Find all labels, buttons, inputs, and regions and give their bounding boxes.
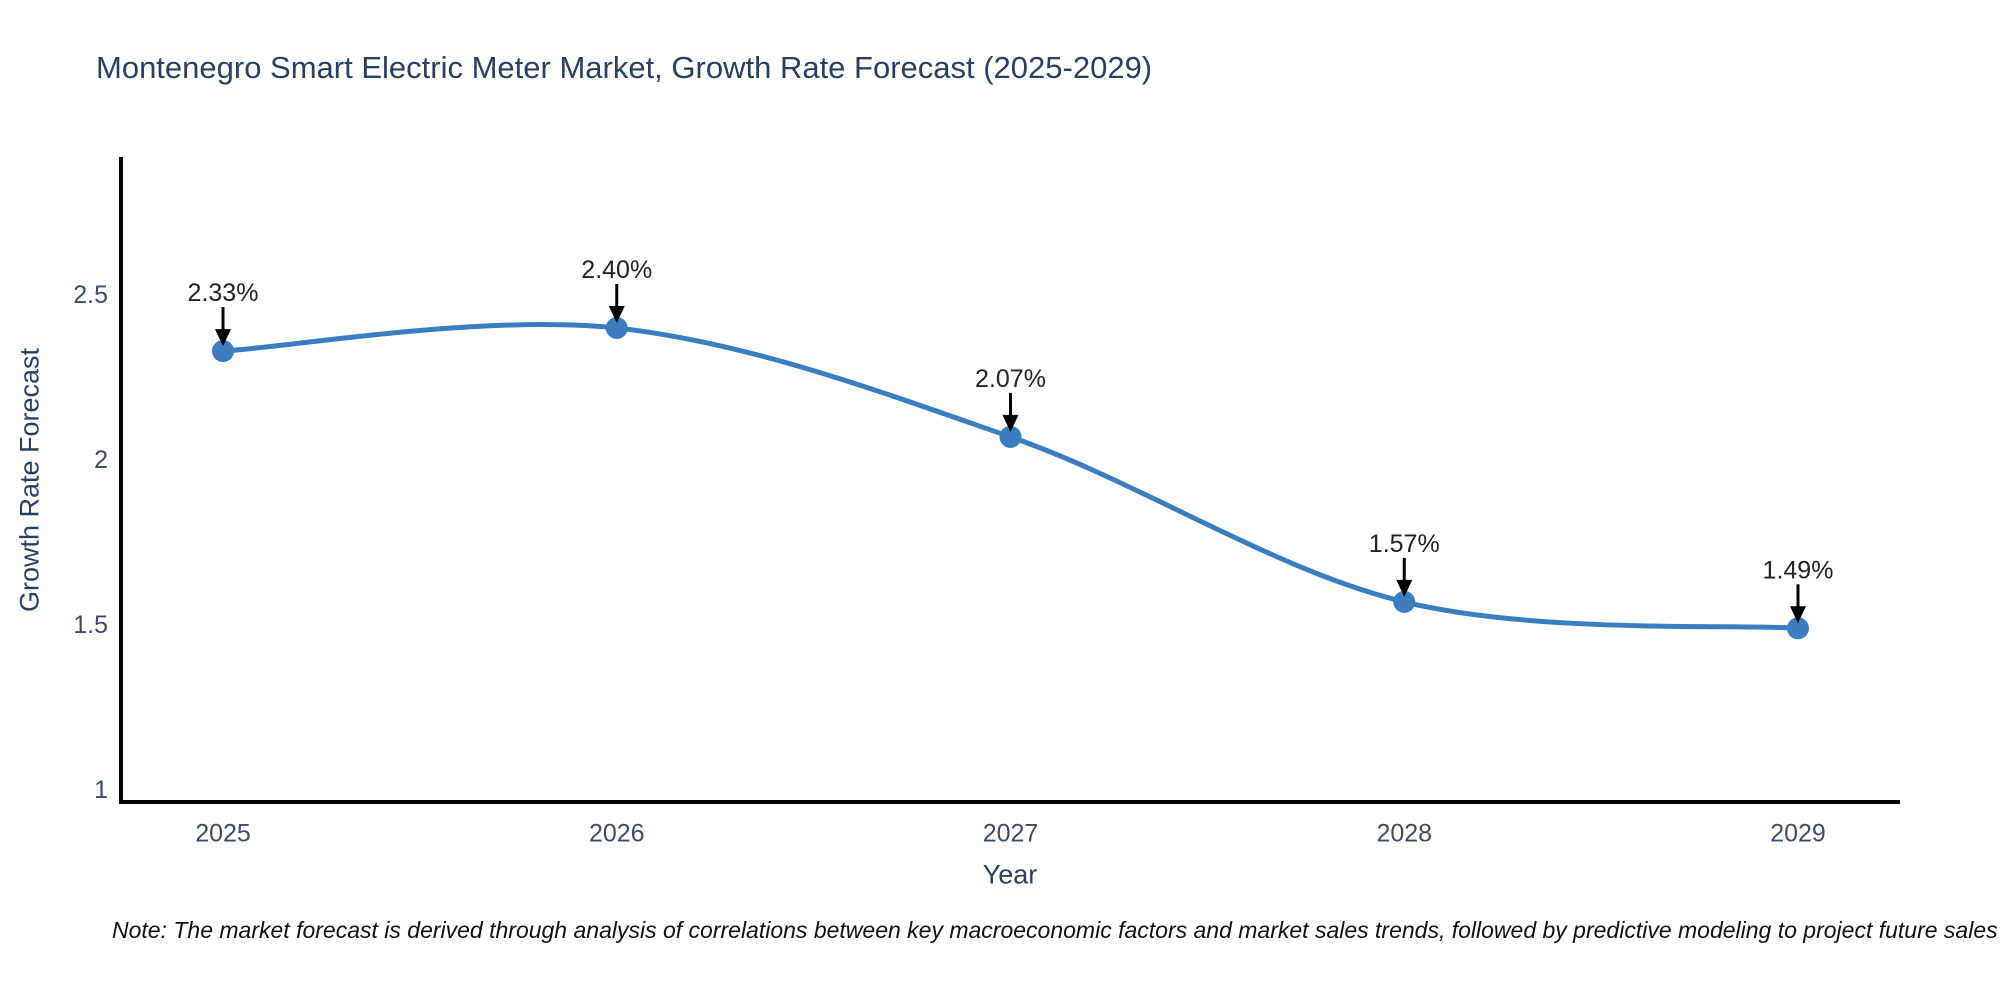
y-tick-label: 2.5: [73, 281, 108, 309]
annotation-arrowhead: [1790, 606, 1806, 624]
x-tick-label: 2029: [1770, 820, 1826, 848]
data-point-2029: [1787, 617, 1809, 640]
x-tick-label: 2027: [983, 820, 1039, 848]
point-annotation: 2.40%: [581, 256, 652, 284]
annotation-arrowhead: [608, 306, 625, 323]
x-tick-label: 2025: [195, 820, 251, 848]
annotation-arrowhead: [1002, 414, 1019, 432]
data-point-2027: [999, 425, 1022, 448]
data-point-2028: [1393, 590, 1416, 613]
annotation-arrowhead: [215, 329, 231, 347]
x-axis-title: Year: [982, 859, 1038, 890]
annotation-arrowhead: [1396, 579, 1413, 597]
point-annotation: 2.07%: [975, 365, 1046, 393]
y-tick-label: 1: [94, 776, 108, 804]
data-point-2026: [605, 317, 628, 339]
data-point-2025: [212, 340, 234, 363]
y-tick-label: 1.5: [73, 611, 108, 639]
footnote: Note: The market forecast is derived thr…: [112, 917, 1998, 943]
x-tick-label: 2028: [1376, 820, 1432, 848]
point-annotation: 2.33%: [188, 279, 259, 307]
x-tick-label: 2026: [589, 820, 645, 848]
y-tick-label: 2: [94, 446, 108, 474]
chart-title: Montenegro Smart Electric Meter Market, …: [96, 50, 1153, 85]
point-annotation: 1.57%: [1369, 530, 1440, 558]
point-annotation: 1.49%: [1763, 556, 1834, 584]
